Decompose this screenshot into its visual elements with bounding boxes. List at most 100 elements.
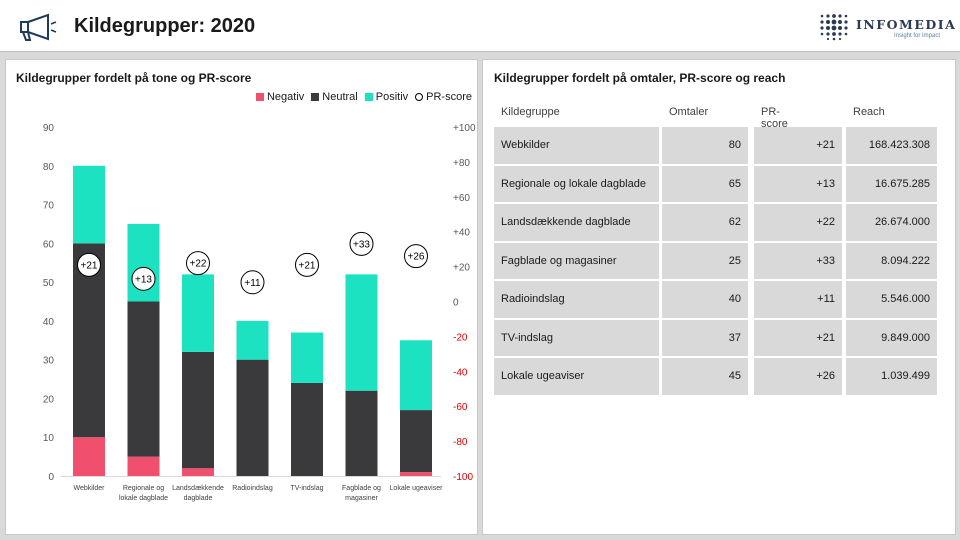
- legend-label-neutral: Neutral: [322, 91, 358, 103]
- y-tick-label: 30: [43, 356, 55, 367]
- y-tick-label: 70: [43, 201, 55, 212]
- bar-positiv: [182, 274, 214, 352]
- legend-swatch-positiv: [364, 93, 373, 101]
- cell-omtaler: 80: [662, 127, 748, 164]
- pr-score-label: +11: [244, 278, 261, 289]
- chart-title: Kildegrupper fordelt på tone og PR-score: [16, 71, 252, 85]
- cell-reach: 1.039.499: [846, 358, 937, 395]
- logo-tagline: Insight for Impact: [894, 33, 941, 39]
- infomedia-logo: INFOMEDIA Insight for Impact: [818, 12, 955, 44]
- table-title: Kildegrupper fordelt på omtaler, PR-scor…: [494, 71, 786, 85]
- cell-kildegruppe: Webkilder: [494, 127, 659, 164]
- legend-label-negativ: Negativ: [266, 91, 305, 103]
- pr-score-label: +21: [299, 260, 316, 271]
- pr-score-marker: [186, 251, 210, 276]
- megaphone-icon: [20, 13, 57, 41]
- y2-tick-label: +100: [453, 123, 476, 134]
- legend-swatch-pr-score: [415, 93, 424, 101]
- column-header-kildegruppe: Kildegruppe: [501, 106, 560, 118]
- bar-neutral: [236, 359, 269, 476]
- cell-reach: 26.674.000: [846, 204, 937, 241]
- pr-score-marker: [295, 252, 319, 277]
- bar-neutral: [291, 382, 323, 476]
- cell-reach: 168.423.308: [846, 127, 937, 164]
- cell-pr-score: +26: [754, 358, 842, 395]
- legend-swatch-negativ: [255, 93, 264, 101]
- y2-tick-label: -60: [453, 402, 468, 413]
- bar-positiv: [236, 320, 269, 360]
- legend-swatch-neutral: [311, 93, 320, 101]
- y-tick-label: 90: [43, 123, 55, 134]
- pr-score-label: +33: [353, 239, 370, 250]
- cell-kildegruppe: Landsdækkende dagblade: [494, 204, 659, 241]
- cell-omtaler: 25: [662, 242, 748, 279]
- y-tick-label: 50: [43, 278, 55, 289]
- logo-dots-icon: [820, 14, 848, 41]
- legend-item-pr-score: PR-score: [415, 91, 472, 103]
- category-label: TV-indslag: [290, 485, 323, 492]
- y2-tick-label: +20: [453, 263, 470, 274]
- bar-neutral: [127, 301, 160, 457]
- y2-tick-label: -20: [453, 332, 468, 343]
- cell-omtaler: 40: [662, 281, 748, 318]
- stacked-bar-chart: 0 10 20 30 40 50 60 70 80 90 -100 -80 -60 -40 -20 0 +20 +…: [43, 123, 476, 502]
- bar-positiv: [291, 332, 323, 383]
- y-tick-label: 20: [43, 394, 55, 405]
- category-label: dagblade: [184, 495, 213, 502]
- cell-omtaler: 37: [662, 319, 748, 356]
- bar-neutral: [182, 351, 214, 469]
- cell-reach: 16.675.285: [846, 165, 937, 202]
- category-label: Webkilder: [74, 485, 106, 492]
- cell-kildegruppe: TV-indslag: [494, 319, 659, 356]
- legend-label-positiv: Positiv: [375, 91, 409, 103]
- category-label: Regionale og: [123, 485, 164, 492]
- bar-neutral: [400, 410, 432, 473]
- cell-pr-score: +33: [754, 242, 842, 279]
- y2-tick-label: 0: [453, 298, 459, 309]
- legend-item-positiv: Positiv: [364, 91, 409, 103]
- cell-pr-score: +11: [754, 281, 842, 318]
- cell-kildegruppe: Lokale ugeaviser: [494, 358, 659, 395]
- cell-omtaler: 62: [662, 204, 748, 241]
- cell-reach: 5.546.000: [846, 281, 937, 318]
- column-header-omtaler: Omtaler: [669, 106, 709, 118]
- bar-positiv: [73, 165, 105, 244]
- legend-label-pr-score: PR-score: [426, 91, 472, 103]
- header-bar: Kildegrupper: 2020 INFOMEDIA Insight for…: [0, 0, 960, 52]
- cell-pr-score: +21: [754, 319, 842, 356]
- legend-item-neutral: Neutral: [311, 91, 358, 103]
- cell-kildegruppe: Regionale og lokale dagblade: [494, 165, 659, 202]
- pr-score-marker: [349, 231, 374, 256]
- bar-negativ: [127, 456, 160, 476]
- pr-score-label: +13: [135, 274, 152, 285]
- y2-tick-label: +40: [453, 228, 470, 239]
- y2-tick-label: +60: [453, 193, 470, 204]
- pr-score-label: +21: [81, 260, 98, 271]
- chart-legend: Negativ Neutral Positiv PR-score: [255, 91, 472, 103]
- y-tick-label: 10: [43, 433, 55, 444]
- category-label: Landsdækkende: [172, 485, 224, 492]
- category-label: Radioindslag: [232, 485, 273, 492]
- legend-item-negativ: Negativ: [255, 91, 305, 103]
- table-panel: Kildegrupper fordelt på omtaler, PR-scor…: [482, 59, 956, 535]
- category-label: Lokale ugeaviser: [390, 485, 444, 492]
- chart-panel: Kildegrupper fordelt på tone og PR-score…: [5, 59, 478, 535]
- bar-neutral: [345, 390, 378, 476]
- cell-kildegruppe: Fagblade og magasiner: [494, 242, 659, 279]
- bar-negativ: [400, 472, 432, 476]
- logo-name: INFOMEDIA: [856, 17, 957, 32]
- column-header-reach: Reach: [853, 106, 885, 118]
- y-tick-label: 60: [43, 239, 55, 250]
- cell-pr-score: +22: [754, 204, 842, 241]
- y-tick-label: 80: [43, 162, 55, 173]
- cell-omtaler: 65: [662, 165, 748, 202]
- y2-tick-label: +80: [453, 158, 470, 169]
- pr-score-marker: [77, 252, 101, 277]
- pr-score-marker: [131, 266, 156, 291]
- bar-positiv: [400, 340, 432, 411]
- y-tick-label: 0: [48, 472, 54, 483]
- cell-reach: 9.849.000: [846, 319, 937, 356]
- cell-reach: 8.094.222: [846, 242, 937, 279]
- category-label: Fagblade og: [342, 485, 381, 492]
- cell-omtaler: 45: [662, 358, 748, 395]
